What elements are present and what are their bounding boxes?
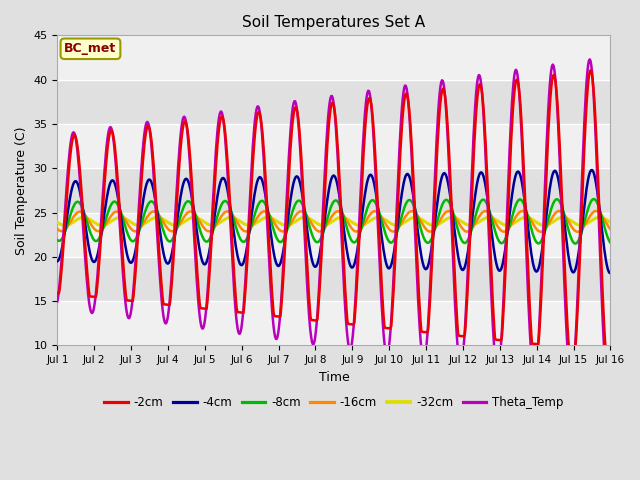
-32cm — [401, 219, 409, 225]
Theta_Temp — [401, 83, 409, 88]
Bar — [58, 257, 611, 301]
-32cm — [607, 219, 614, 225]
Line: -32cm: -32cm — [58, 217, 611, 226]
-4cm — [417, 252, 425, 258]
Bar — [58, 213, 611, 257]
-8cm — [607, 240, 614, 246]
Bar — [58, 36, 611, 80]
Theta_Temp — [607, 371, 614, 376]
-8cm — [401, 203, 409, 208]
-4cm — [177, 194, 184, 200]
-8cm — [417, 228, 425, 233]
-16cm — [206, 228, 214, 234]
Line: -8cm: -8cm — [58, 199, 611, 243]
Y-axis label: Soil Temperature (C): Soil Temperature (C) — [15, 126, 28, 254]
-16cm — [573, 229, 581, 235]
-32cm — [54, 219, 61, 225]
-2cm — [63, 187, 71, 192]
-16cm — [120, 216, 128, 221]
Theta_Temp — [417, 344, 425, 350]
-2cm — [587, 67, 595, 73]
Theta_Temp — [604, 383, 612, 389]
-16cm — [607, 227, 614, 232]
-32cm — [417, 216, 425, 222]
-2cm — [206, 268, 214, 274]
Theta_Temp — [120, 288, 128, 294]
Line: Theta_Temp: Theta_Temp — [58, 60, 611, 386]
-32cm — [559, 215, 566, 220]
-4cm — [54, 258, 61, 264]
Theta_Temp — [63, 174, 71, 180]
Bar — [58, 301, 611, 346]
-16cm — [54, 226, 61, 232]
Theta_Temp — [54, 299, 61, 304]
Line: -4cm: -4cm — [58, 170, 611, 273]
-4cm — [206, 246, 214, 252]
Bar — [58, 168, 611, 213]
-8cm — [206, 236, 214, 242]
-8cm — [120, 221, 128, 227]
-16cm — [401, 214, 409, 220]
Line: -2cm: -2cm — [58, 70, 611, 352]
-4cm — [588, 167, 596, 173]
-8cm — [589, 196, 597, 202]
Theta_Temp — [177, 133, 184, 139]
-2cm — [177, 147, 184, 153]
Text: BC_met: BC_met — [65, 42, 116, 55]
-2cm — [120, 275, 128, 281]
-4cm — [63, 211, 71, 217]
Bar — [58, 124, 611, 168]
-32cm — [120, 216, 128, 221]
-2cm — [401, 93, 409, 99]
-16cm — [177, 220, 184, 226]
-4cm — [120, 237, 128, 242]
-2cm — [417, 327, 425, 333]
-32cm — [577, 223, 585, 228]
-4cm — [401, 175, 409, 180]
Theta_Temp — [206, 255, 214, 261]
Line: -16cm: -16cm — [58, 211, 611, 232]
-8cm — [63, 222, 71, 228]
-8cm — [572, 240, 579, 246]
-16cm — [592, 208, 600, 214]
Title: Soil Temperatures Set A: Soil Temperatures Set A — [243, 15, 426, 30]
-32cm — [206, 222, 214, 228]
-2cm — [54, 290, 61, 296]
-32cm — [63, 222, 71, 228]
-4cm — [607, 270, 614, 276]
-16cm — [417, 219, 425, 225]
Theta_Temp — [586, 57, 593, 62]
-8cm — [177, 214, 184, 219]
-8cm — [54, 237, 61, 243]
-16cm — [63, 224, 71, 229]
Legend: -2cm, -4cm, -8cm, -16cm, -32cm, Theta_Temp: -2cm, -4cm, -8cm, -16cm, -32cm, Theta_Te… — [100, 392, 568, 414]
Bar — [58, 80, 611, 124]
-32cm — [177, 221, 184, 227]
-2cm — [607, 349, 614, 355]
X-axis label: Time: Time — [319, 371, 349, 384]
